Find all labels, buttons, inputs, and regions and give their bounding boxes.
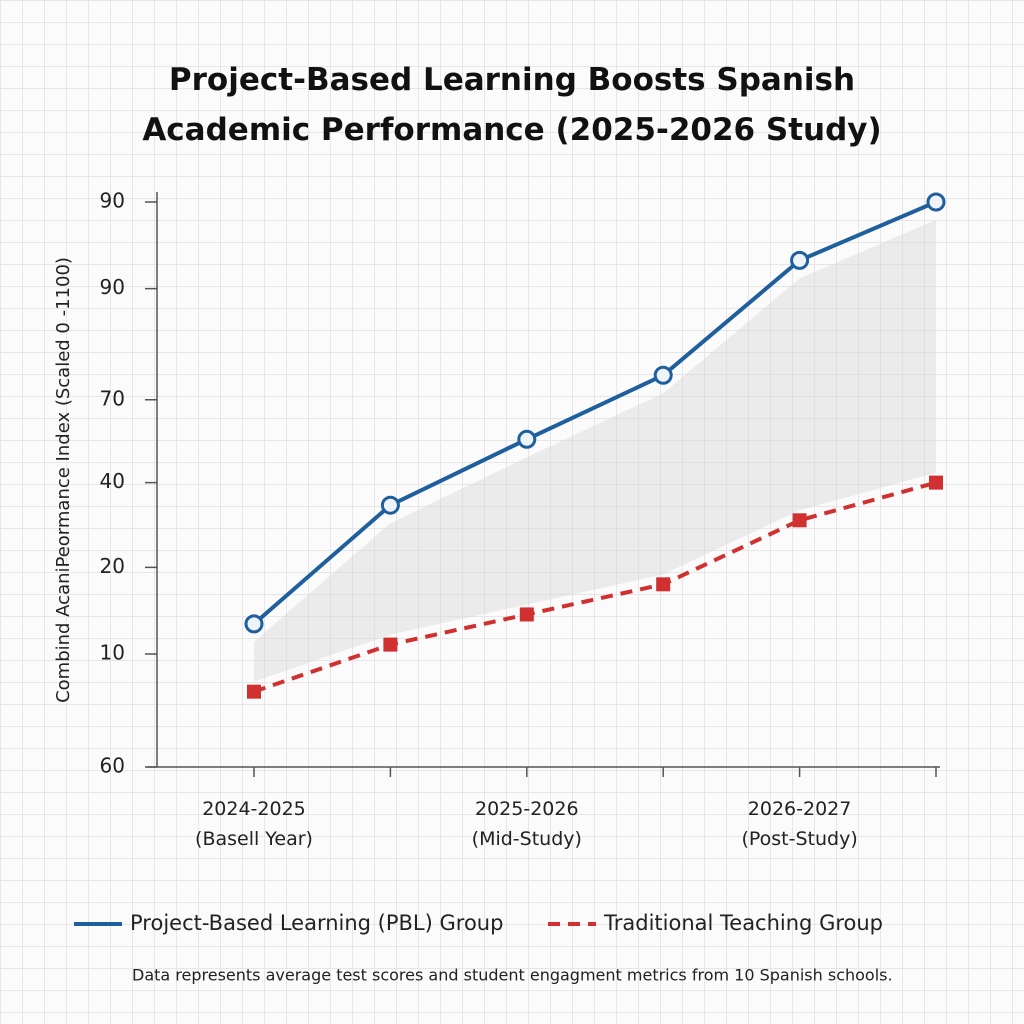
y-axis-label: Combind AcaniPeormance Index (Scaled 0 -… <box>53 257 74 703</box>
series-line <box>253 480 937 694</box>
legend-label: Project-Based Learning (PBL) Group <box>130 911 503 935</box>
point <box>519 607 534 622</box>
x-tick-label: 2024-2025 (Basell Year) <box>195 798 313 850</box>
legend-label: Traditional Teaching Group <box>603 911 883 935</box>
y-tick-label: 70 <box>100 386 125 410</box>
point <box>653 365 673 385</box>
y-tick-label: 20 <box>100 554 125 578</box>
y-tick-label: 90 <box>100 189 125 213</box>
gap-area <box>254 220 936 682</box>
y-tick-label: 90 <box>100 275 125 299</box>
point <box>790 250 810 270</box>
y-tick-label: 40 <box>100 469 125 493</box>
point <box>380 495 400 515</box>
point <box>926 192 946 212</box>
series-line <box>252 200 937 626</box>
point <box>247 684 261 699</box>
point <box>656 577 671 592</box>
y-tick-label: 60 <box>100 754 125 778</box>
point <box>792 513 807 528</box>
chart-title: Project-Based Learning Boosts Spanish Ac… <box>142 62 882 148</box>
point <box>383 637 398 652</box>
point <box>517 429 537 449</box>
point <box>929 475 943 490</box>
footnote: Data represents average test scores and … <box>132 966 893 985</box>
x-tick-label: 2026-2027 (Post-Study) <box>741 798 858 850</box>
y-tick-label: 10 <box>100 641 125 665</box>
x-tick-label: 2025-2026 (Mid-Study) <box>471 798 582 850</box>
point <box>244 614 264 634</box>
